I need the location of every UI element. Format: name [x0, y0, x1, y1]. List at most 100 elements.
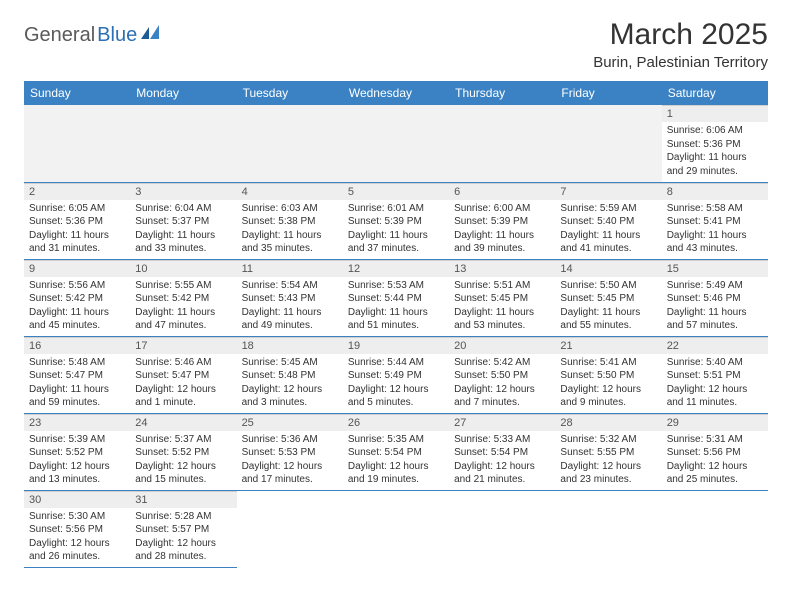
day-number: 20 — [449, 337, 555, 354]
sunset-text: Sunset: 5:40 PM — [560, 215, 656, 229]
day-number: 8 — [662, 183, 768, 200]
day-number: 12 — [343, 260, 449, 277]
sunrise-text: Sunrise: 6:05 AM — [29, 202, 125, 216]
calendar-cell: 23Sunrise: 5:39 AMSunset: 5:52 PMDayligh… — [24, 413, 130, 490]
daylight-text: Daylight: 12 hours and 5 minutes. — [348, 383, 444, 410]
sunset-text: Sunset: 5:41 PM — [667, 215, 763, 229]
calendar-cell — [343, 105, 449, 182]
sunset-text: Sunset: 5:39 PM — [454, 215, 550, 229]
day-body: Sunrise: 5:35 AMSunset: 5:54 PMDaylight:… — [343, 431, 449, 490]
sunrise-text: Sunrise: 5:30 AM — [29, 510, 125, 524]
day-number: 17 — [130, 337, 236, 354]
day-body: Sunrise: 5:41 AMSunset: 5:50 PMDaylight:… — [555, 354, 661, 413]
calendar-cell — [449, 490, 555, 567]
calendar-cell — [130, 105, 236, 182]
sunrise-text: Sunrise: 5:39 AM — [29, 433, 125, 447]
daylight-text: Daylight: 11 hours and 35 minutes. — [242, 229, 338, 256]
sunrise-text: Sunrise: 5:50 AM — [560, 279, 656, 293]
sunrise-text: Sunrise: 5:58 AM — [667, 202, 763, 216]
calendar-cell: 14Sunrise: 5:50 AMSunset: 5:45 PMDayligh… — [555, 259, 661, 336]
day-number: 4 — [237, 183, 343, 200]
daylight-text: Daylight: 11 hours and 57 minutes. — [667, 306, 763, 333]
calendar-cell — [237, 490, 343, 567]
calendar-cell: 11Sunrise: 5:54 AMSunset: 5:43 PMDayligh… — [237, 259, 343, 336]
day-body: Sunrise: 5:32 AMSunset: 5:55 PMDaylight:… — [555, 431, 661, 490]
day-number: 3 — [130, 183, 236, 200]
calendar-cell: 17Sunrise: 5:46 AMSunset: 5:47 PMDayligh… — [130, 336, 236, 413]
sunset-text: Sunset: 5:42 PM — [29, 292, 125, 306]
day-body: Sunrise: 5:53 AMSunset: 5:44 PMDaylight:… — [343, 277, 449, 336]
calendar-cell — [555, 490, 661, 567]
weekday-header: Thursday — [449, 81, 555, 105]
sunset-text: Sunset: 5:54 PM — [454, 446, 550, 460]
weekday-header: Wednesday — [343, 81, 449, 105]
calendar-cell — [449, 105, 555, 182]
sunrise-text: Sunrise: 6:01 AM — [348, 202, 444, 216]
sunset-text: Sunset: 5:47 PM — [135, 369, 231, 383]
calendar-cell: 18Sunrise: 5:45 AMSunset: 5:48 PMDayligh… — [237, 336, 343, 413]
day-number: 22 — [662, 337, 768, 354]
calendar-cell: 10Sunrise: 5:55 AMSunset: 5:42 PMDayligh… — [130, 259, 236, 336]
daylight-text: Daylight: 12 hours and 25 minutes. — [667, 460, 763, 487]
calendar-cell: 3Sunrise: 6:04 AMSunset: 5:37 PMDaylight… — [130, 182, 236, 259]
daylight-text: Daylight: 12 hours and 19 minutes. — [348, 460, 444, 487]
sunset-text: Sunset: 5:45 PM — [454, 292, 550, 306]
sunset-text: Sunset: 5:36 PM — [667, 138, 763, 152]
day-number: 21 — [555, 337, 661, 354]
sunset-text: Sunset: 5:42 PM — [135, 292, 231, 306]
sunset-text: Sunset: 5:52 PM — [135, 446, 231, 460]
calendar-cell: 13Sunrise: 5:51 AMSunset: 5:45 PMDayligh… — [449, 259, 555, 336]
daylight-text: Daylight: 12 hours and 17 minutes. — [242, 460, 338, 487]
weekday-header: Sunday — [24, 81, 130, 105]
month-title: March 2025 — [593, 18, 768, 52]
calendar-cell — [555, 105, 661, 182]
daylight-text: Daylight: 11 hours and 47 minutes. — [135, 306, 231, 333]
location: Burin, Palestinian Territory — [593, 54, 768, 71]
daylight-text: Daylight: 11 hours and 39 minutes. — [454, 229, 550, 256]
day-body: Sunrise: 6:03 AMSunset: 5:38 PMDaylight:… — [237, 200, 343, 259]
day-number: 13 — [449, 260, 555, 277]
day-number: 10 — [130, 260, 236, 277]
calendar-cell: 6Sunrise: 6:00 AMSunset: 5:39 PMDaylight… — [449, 182, 555, 259]
daylight-text: Daylight: 11 hours and 29 minutes. — [667, 151, 763, 178]
weekday-header: Tuesday — [237, 81, 343, 105]
calendar-cell: 5Sunrise: 6:01 AMSunset: 5:39 PMDaylight… — [343, 182, 449, 259]
sunrise-text: Sunrise: 6:06 AM — [667, 124, 763, 138]
daylight-text: Daylight: 11 hours and 33 minutes. — [135, 229, 231, 256]
day-number: 26 — [343, 414, 449, 431]
calendar-cell: 21Sunrise: 5:41 AMSunset: 5:50 PMDayligh… — [555, 336, 661, 413]
day-body: Sunrise: 6:01 AMSunset: 5:39 PMDaylight:… — [343, 200, 449, 259]
sunrise-text: Sunrise: 5:53 AM — [348, 279, 444, 293]
day-number: 11 — [237, 260, 343, 277]
day-body: Sunrise: 5:59 AMSunset: 5:40 PMDaylight:… — [555, 200, 661, 259]
day-number: 31 — [130, 491, 236, 508]
day-body: Sunrise: 5:46 AMSunset: 5:47 PMDaylight:… — [130, 354, 236, 413]
daylight-text: Daylight: 12 hours and 7 minutes. — [454, 383, 550, 410]
calendar-cell: 1 Sunrise: 6:06 AMSunset: 5:36 PMDaylight… — [662, 105, 768, 182]
day-number: 1 — [662, 105, 768, 122]
day-body: Sunrise: 5:51 AMSunset: 5:45 PMDaylight:… — [449, 277, 555, 336]
sunset-text: Sunset: 5:55 PM — [560, 446, 656, 460]
sunset-text: Sunset: 5:49 PM — [348, 369, 444, 383]
sunrise-text: Sunrise: 6:04 AM — [135, 202, 231, 216]
day-body: Sunrise: 5:42 AMSunset: 5:50 PMDaylight:… — [449, 354, 555, 413]
sunrise-text: Sunrise: 5:44 AM — [348, 356, 444, 370]
weekday-header-row: Sunday Monday Tuesday Wednesday Thursday… — [24, 81, 768, 105]
day-body: Sunrise: 5:39 AMSunset: 5:52 PMDaylight:… — [24, 431, 130, 490]
calendar-week-row: 30Sunrise: 5:30 AMSunset: 5:56 PMDayligh… — [24, 490, 768, 567]
calendar-cell: 27Sunrise: 5:33 AMSunset: 5:54 PMDayligh… — [449, 413, 555, 490]
sunset-text: Sunset: 5:48 PM — [242, 369, 338, 383]
sunset-text: Sunset: 5:54 PM — [348, 446, 444, 460]
sunset-text: Sunset: 5:47 PM — [29, 369, 125, 383]
sunrise-text: Sunrise: 5:41 AM — [560, 356, 656, 370]
header: General Blue March 2025 Burin, Palestini… — [24, 18, 768, 71]
calendar-cell: 2Sunrise: 6:05 AMSunset: 5:36 PMDaylight… — [24, 182, 130, 259]
day-number: 2 — [24, 183, 130, 200]
logo: General Blue — [24, 18, 163, 47]
day-body: Sunrise: 6:05 AMSunset: 5:36 PMDaylight:… — [24, 200, 130, 259]
sunrise-text: Sunrise: 5:56 AM — [29, 279, 125, 293]
flag-icon — [141, 25, 163, 46]
calendar-cell: 26Sunrise: 5:35 AMSunset: 5:54 PMDayligh… — [343, 413, 449, 490]
sunset-text: Sunset: 5:50 PM — [454, 369, 550, 383]
sunrise-text: Sunrise: 5:42 AM — [454, 356, 550, 370]
